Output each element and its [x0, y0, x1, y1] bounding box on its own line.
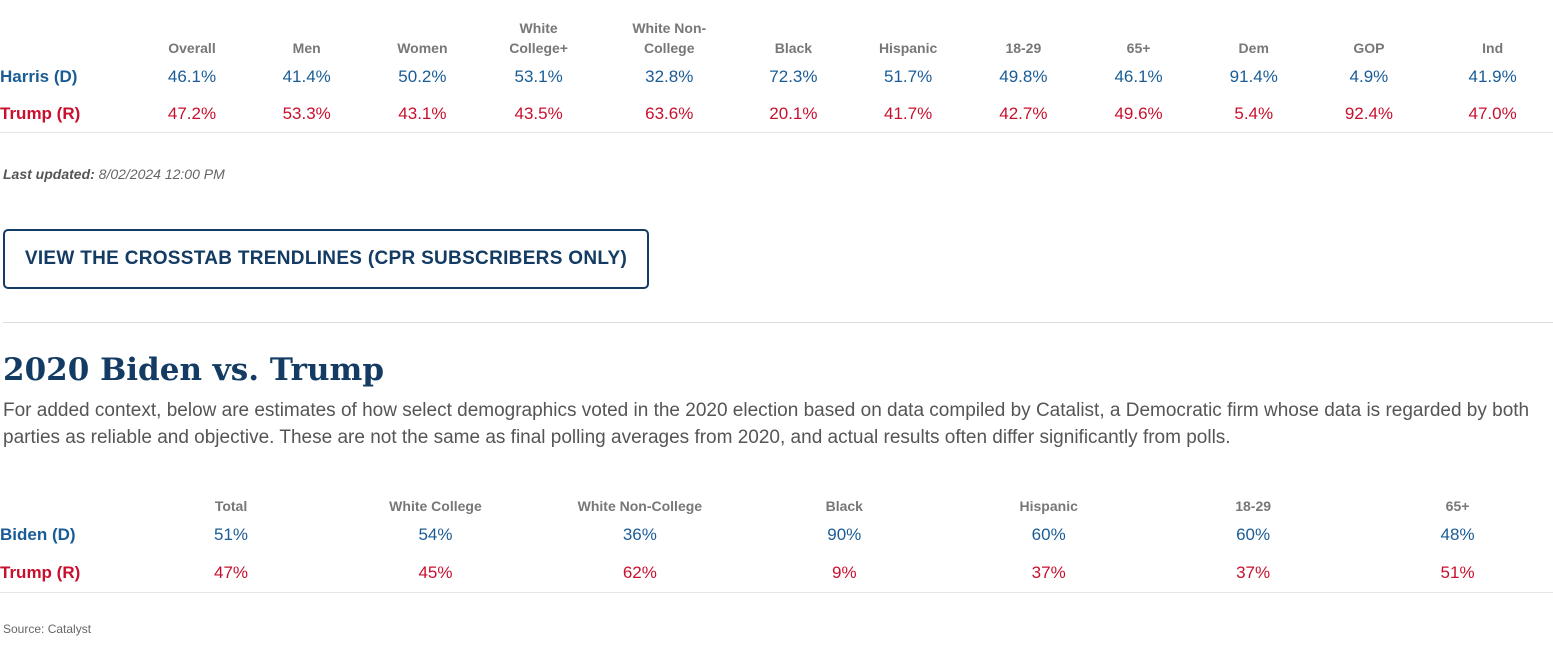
table-header-row: Total White College White Non-College Black…: [0, 490, 1553, 516]
table-row: Biden (D) 51% 54% 36% 90% 60% 60% 48%: [0, 516, 1553, 554]
vote-share-cell: 50.2%: [398, 66, 447, 86]
vote-share-cell: 47.0%: [1432, 95, 1553, 133]
vote-share-cell: 41.4%: [282, 66, 331, 86]
vote-share-cell: 49.6%: [1075, 95, 1202, 133]
vote-share-cell: 51%: [1362, 554, 1553, 593]
column-header: Hispanic: [878, 40, 938, 56]
vote-share-cell: 46.1%: [1114, 66, 1163, 86]
vote-share-cell: 41.9%: [1468, 66, 1517, 86]
column-header: Ind: [1482, 40, 1504, 56]
candidate-label: Harris (D): [0, 66, 78, 86]
vote-share-cell: 47%: [135, 554, 327, 593]
column-header: Black: [774, 40, 813, 56]
vote-share-cell: 63.6%: [596, 95, 743, 133]
vote-share-cell: 46.1%: [167, 66, 217, 86]
column-header: Black: [825, 498, 863, 514]
candidate-label: Biden (D): [0, 525, 76, 544]
vote-share-cell: 72.3%: [769, 66, 818, 86]
last-updated-value: 8/02/2024 12:00 PM: [98, 166, 225, 182]
vote-share-cell: 43.5%: [480, 95, 597, 133]
column-header: GOP: [1353, 40, 1385, 56]
vote-share-cell: 36%: [622, 525, 657, 544]
source-note: Source: Catalyst: [3, 622, 92, 636]
vote-share-cell: 54%: [418, 525, 453, 544]
vote-share-cell: 5.4%: [1201, 95, 1306, 133]
vote-share-cell: 20.1%: [742, 95, 845, 133]
vote-share-cell: 51%: [214, 525, 249, 544]
vote-share-cell: 45%: [326, 554, 545, 593]
column-header: Women: [397, 40, 448, 56]
candidate-label: Trump (R): [0, 554, 136, 593]
vote-share-cell: 42.7%: [971, 95, 1076, 133]
vote-share-cell: 37%: [953, 554, 1145, 593]
vote-share-cell: 53.3%: [249, 95, 365, 133]
last-updated-label: Last updated:: [3, 166, 95, 182]
vote-share-cell: 9%: [735, 554, 954, 593]
vote-share-cell: 4.9%: [1349, 66, 1389, 86]
column-header: Hispanic: [1019, 498, 1078, 514]
column-header: White College+: [481, 16, 597, 58]
column-header: 65+: [1445, 498, 1470, 514]
vote-share-cell: 91.4%: [1229, 66, 1278, 86]
vote-share-cell: 41.7%: [844, 95, 972, 133]
column-header: Men: [292, 40, 321, 56]
vote-share-cell: 47.2%: [134, 95, 250, 133]
vote-share-cell: 51.7%: [884, 66, 933, 86]
table-row: Harris (D) 46.1% 41.4% 50.2% 53.1% 32.8% 72.3%…: [0, 58, 1553, 95]
column-header-line: White: [519, 20, 558, 36]
poll-table-2024: Overall Men Women White College+ White Non- Co…: [0, 16, 1553, 133]
column-header-line: White Non-: [632, 20, 707, 36]
vote-share-cell: 53.1%: [514, 66, 563, 86]
vote-share-cell: 92.4%: [1305, 95, 1433, 133]
column-header: White Non- College: [596, 16, 742, 58]
section-title: 2020 Biden vs. Trump: [3, 352, 384, 388]
column-header: 65+: [1126, 40, 1151, 56]
column-header: White College: [389, 498, 482, 514]
section-description: For added context, below are estimates o…: [3, 400, 1530, 448]
results-table-2020: Total White College White Non-College Black…: [0, 490, 1553, 593]
vote-share-cell: 90%: [827, 525, 862, 544]
vote-share-cell: 60%: [1236, 525, 1271, 544]
section-divider: [3, 322, 1553, 323]
vote-share-cell: 32.8%: [645, 66, 694, 86]
table-header-row: Overall Men Women White College+ White Non- Co…: [0, 16, 1553, 58]
table-row: Trump (R) 47% 45% 62% 9% 37% 37% 51%: [0, 554, 1553, 593]
column-header: Overall: [168, 40, 216, 56]
column-header: White Non-College: [577, 498, 703, 514]
crosstab-trendlines-button[interactable]: VIEW THE CROSSTAB TRENDLINES (CPR SUBSCR…: [3, 229, 649, 289]
vote-share-cell: 37%: [1144, 554, 1363, 593]
vote-share-cell: 62%: [544, 554, 736, 593]
column-header: Total: [214, 498, 248, 514]
vote-share-cell: 43.1%: [364, 95, 481, 133]
last-updated: Last updated: 8/02/2024 12:00 PM: [3, 166, 225, 182]
column-header: 18-29: [1005, 40, 1042, 56]
table-row: Trump (R) 47.2% 53.3% 43.1% 43.5% 63.6% 20.1% 4…: [0, 95, 1553, 133]
column-header-line: College: [643, 40, 695, 56]
column-header: Dem: [1238, 40, 1269, 56]
column-header: 18-29: [1235, 498, 1272, 514]
vote-share-cell: 48%: [1440, 525, 1475, 544]
vote-share-cell: 49.8%: [999, 66, 1048, 86]
candidate-label: Trump (R): [0, 95, 135, 133]
vote-share-cell: 60%: [1031, 525, 1066, 544]
column-header-line: College+: [509, 40, 568, 56]
